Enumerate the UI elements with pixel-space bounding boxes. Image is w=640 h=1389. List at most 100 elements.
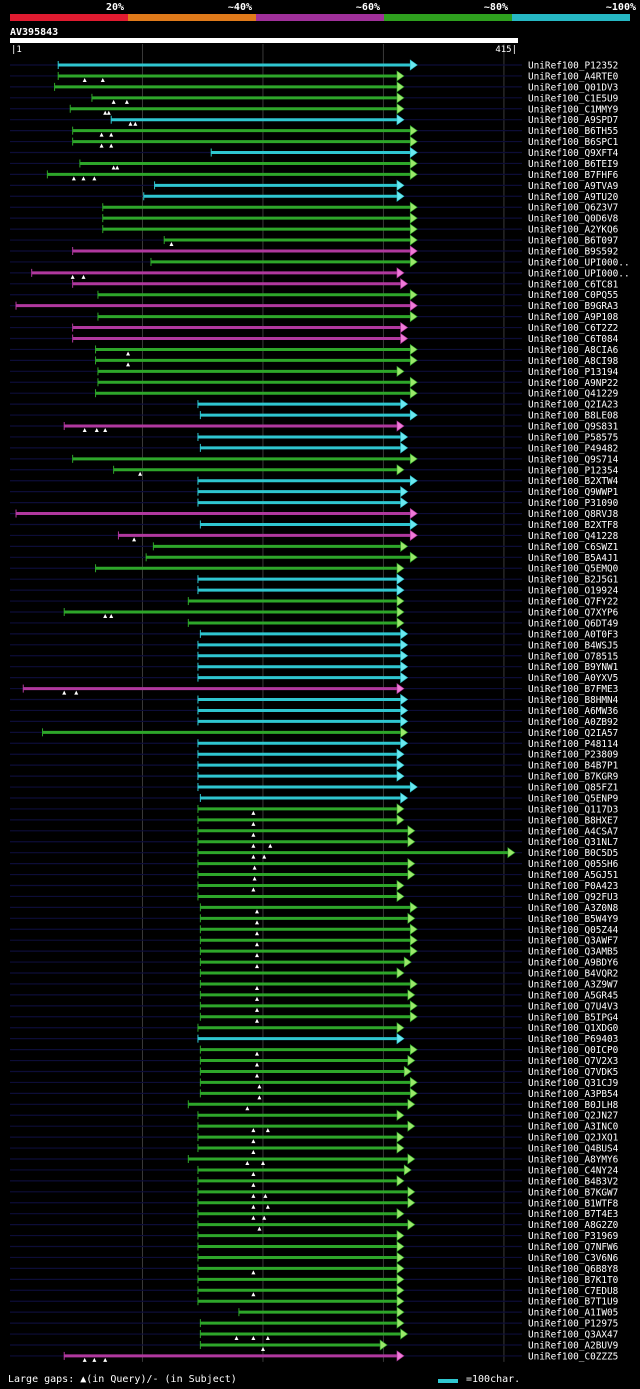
hit-row: UniRef100_C0ZZZ5 [10,1350,618,1362]
hit-row: UniRef100_A5GJ51 [10,868,619,881]
hit-arrow [396,890,405,903]
hit-row: UniRef100_B7FME3 [10,682,618,695]
hit-arrow [400,497,409,509]
hit-label: UniRef100_A2BUV9 [528,1340,619,1351]
hit-row: UniRef100_A1IW05 [10,1306,618,1319]
hit-arrow [396,420,405,432]
hit-label: UniRef100_A0YXV5 [528,673,618,684]
hit-label: UniRef100_Q05Z44 [528,925,619,936]
hit-label: UniRef100_A3Z9W7 [528,979,618,990]
query-gap-marker [251,1128,256,1133]
hit-row: UniRef100_C6TC81 [10,278,619,290]
hit-arrow [396,267,405,279]
hit-label: UniRef100_Q7NFW6 [528,1242,619,1253]
hit-label: UniRef100_Q1XDG0 [528,1023,619,1034]
hit-label: UniRef100_B7FHF6 [528,170,619,181]
identity-band-label-3: ~60% [356,2,380,13]
query-gap-marker [254,931,259,936]
hit-label: UniRef100_B5IPG4 [528,1012,619,1023]
hit-row: UniRef100_A9SPD7 [10,114,618,126]
hit-label: UniRef100_B7KGW7 [528,1187,618,1198]
hit-label: UniRef100_B9S592 [528,246,618,257]
hit-row: UniRef100_C6SWZ1 [10,540,619,553]
hit-row: UniRef100_A6MW36 [10,704,619,717]
query-gap-marker [109,132,114,137]
hit-label: UniRef100_C1E5U9 [528,93,619,104]
hit-arrow [409,201,418,213]
hit-label: UniRef100_P58575 [528,432,618,443]
hit-arrow [409,234,418,246]
hit-label: UniRef100_A3INC0 [528,1122,619,1133]
identity-band-label-1: 20% [106,2,124,13]
hit-label: UniRef100_A2YKQ6 [528,225,619,236]
hit-row: UniRef100_A8YMY6 [10,1153,619,1166]
query-gap-marker [245,1161,250,1165]
hit-row: UniRef100_Q85FZ1 [10,781,619,794]
hit-label: UniRef100_B7FME3 [528,684,618,695]
hit-arrow [400,398,409,410]
hit-arrow [409,1044,418,1056]
hit-arrow [400,737,409,749]
hit-label: UniRef100_UPI000.. [528,268,630,279]
hit-row: UniRef100_Q41228 [10,529,619,542]
query-gap-marker [169,242,174,247]
hit-label: UniRef100_Q5ENP9 [528,793,619,804]
hit-arrow [409,529,418,542]
query-gap-marker [251,1139,256,1144]
hit-row: UniRef100_Q9WWP1 [10,486,619,498]
hit-label: UniRef100_P13194 [528,367,619,378]
hit-row: UniRef100_P48114 [10,737,619,750]
hit-arrow [409,223,418,235]
hit-arrow [400,628,409,640]
query-gap-marker [254,1051,259,1056]
query-gap-marker [254,1018,259,1023]
hit-arrow [400,715,409,727]
hit-label: UniRef100_P49482 [528,443,618,454]
hit-row: UniRef100_C0PQ55 [10,289,618,301]
query-gap-marker [265,1128,270,1133]
query-gap-marker [99,143,104,148]
hit-arrow [409,245,418,257]
query-gap-marker [70,274,75,279]
query-gap-marker [251,1292,256,1297]
hit-label: UniRef100_B1WTF8 [528,1198,619,1209]
hit-row: UniRef100_A9TVA9 [10,179,619,192]
hit-arrow [396,1317,405,1329]
query-gap-marker [254,985,259,990]
hit-label: UniRef100_B5A4J1 [528,553,619,564]
hit-arrow [396,1306,405,1318]
query-gap-marker [254,909,259,914]
hit-label: UniRef100_Q9S831 [528,422,619,433]
query-gap-marker [254,1073,259,1078]
hit-row: UniRef100_C1MMY9 [10,103,619,115]
hit-row: UniRef100_A0T0F3 [10,628,618,640]
hit-row: UniRef100_C4NY24 [10,1164,619,1176]
hit-row: UniRef100_B6TEI9 [10,157,619,170]
query-gap-marker [81,274,86,279]
hit-row: UniRef100_B6SPC1 [10,135,619,148]
query-gap-marker [132,537,137,542]
hit-arrow [396,879,405,892]
hit-arrow [400,661,409,673]
hit-arrow [396,562,405,574]
hit-row: UniRef100_Q7U4V3 [10,1000,618,1012]
hit-label: UniRef100_P69403 [528,1034,618,1045]
hit-label: UniRef100_Q3AWF7 [528,936,618,947]
hit-row: UniRef100_UPI000.. [10,256,630,268]
hit-label: UniRef100_C0ZZZ5 [528,1351,618,1362]
hit-label: UniRef100_UPI000.. [528,257,630,268]
hit-row: UniRef100_B4B3V2 [10,1175,618,1187]
hit-row: UniRef100_B7T4E3 [10,1208,618,1220]
hit-arrow [409,1011,418,1023]
hit-arrow [409,59,418,71]
hit-label: UniRef100_P23809 [528,750,619,761]
query-gap-marker [138,471,143,476]
query-gap-marker [254,996,259,1001]
hit-label: UniRef100_Q7XYP6 [528,608,619,619]
hit-label: UniRef100_Q41228 [528,531,619,542]
hit-label: UniRef100_Q6Z3V7 [528,203,618,214]
query-gap-marker [251,887,256,892]
identity-band-label-4: ~80% [484,2,508,13]
hit-arrow [400,278,409,290]
hit-arrow [407,912,416,924]
